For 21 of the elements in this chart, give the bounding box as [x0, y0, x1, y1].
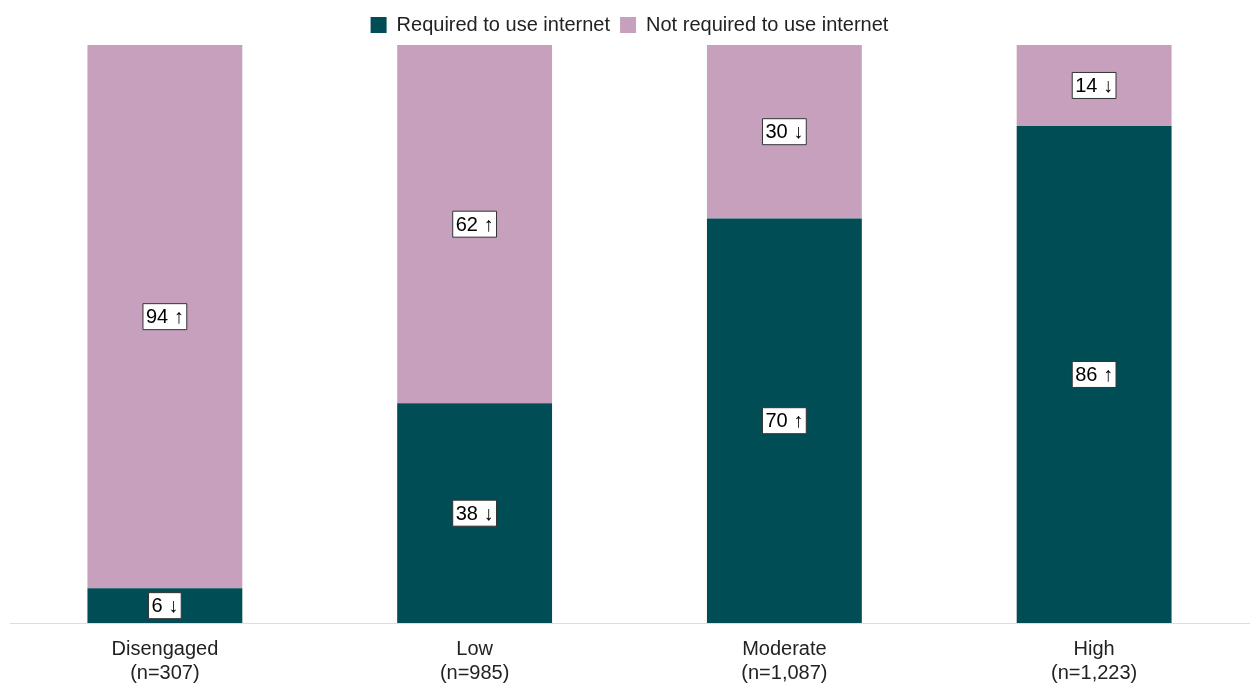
x-tick-label: Moderate (n=1,087): [741, 636, 828, 683]
bar: [397, 45, 553, 404]
x-tick-label: High (n=1,223): [1051, 636, 1138, 683]
data-label: 86 ↑: [1075, 362, 1114, 385]
legend-label: Required to use internet: [396, 12, 611, 35]
bar: [397, 403, 553, 623]
bar: [1016, 125, 1172, 623]
bar: [706, 218, 862, 623]
data-label: 14 ↓: [1075, 73, 1114, 96]
data-label: 38 ↓: [455, 501, 494, 524]
data-label: 6 ↓: [151, 594, 179, 617]
x-tick-label: Disengaged (n=307): [111, 636, 219, 683]
bar: [87, 45, 243, 589]
x-tick-label: Low (n=985): [439, 636, 510, 683]
data-label: 70 ↑: [765, 409, 804, 432]
bar: [1016, 45, 1172, 126]
bar: [706, 45, 862, 219]
data-label: 62 ↑: [455, 212, 494, 235]
legend-label: Not required to use internet: [646, 12, 889, 35]
data-label: 94 ↑: [145, 305, 184, 328]
data-label: 30 ↓: [765, 120, 804, 143]
